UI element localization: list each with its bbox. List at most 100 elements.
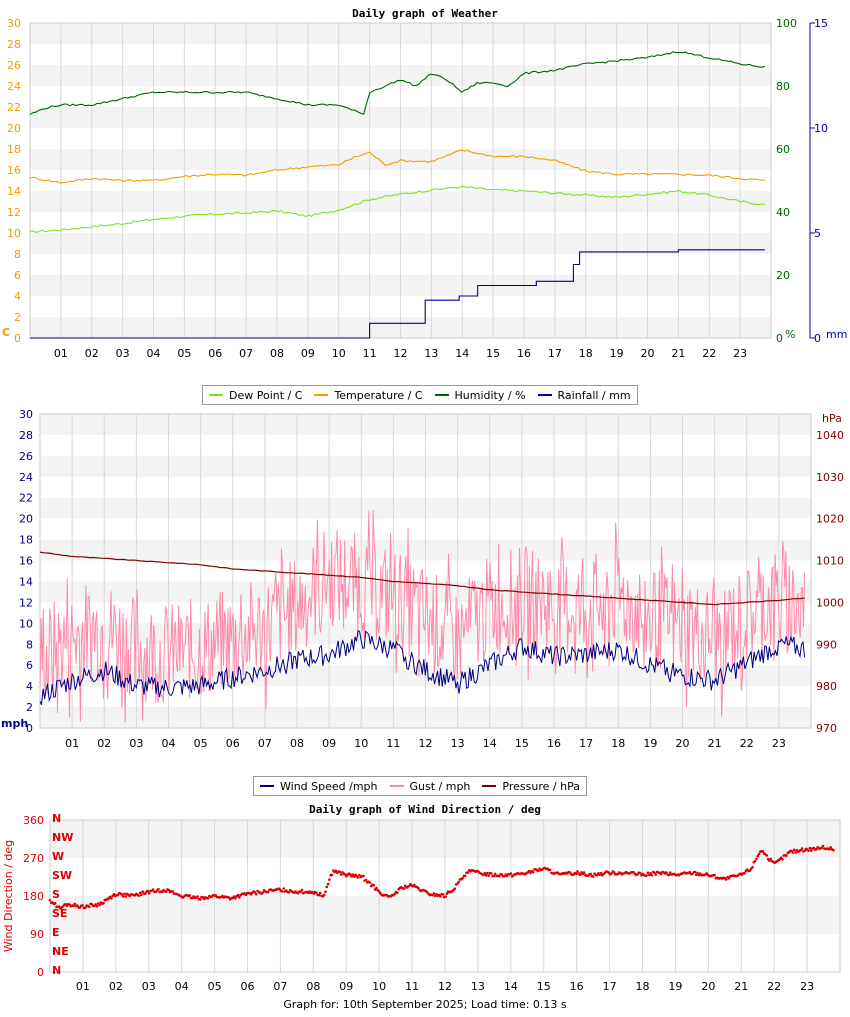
wind-left-tick: 24 <box>19 471 33 484</box>
winddir-point <box>110 897 113 900</box>
winddir-point <box>325 885 329 889</box>
winddir-point <box>299 890 303 894</box>
wind-x-tick: 12 <box>419 737 433 750</box>
wind-x-tick: 20 <box>676 737 690 750</box>
weather-humidity-tick: 80 <box>776 80 790 93</box>
wind-x-tick: 08 <box>290 737 304 750</box>
wind-left-tick: 26 <box>19 450 33 463</box>
winddir-point <box>696 871 699 875</box>
winddir-point <box>61 905 65 908</box>
winddir-point <box>654 873 658 876</box>
wind-left-tick: 6 <box>26 659 33 672</box>
winddir-point <box>319 891 322 895</box>
winddir-point <box>167 888 171 892</box>
winddir-point <box>607 871 611 874</box>
winddir-point <box>667 873 671 877</box>
winddir-point <box>232 895 236 898</box>
winddir-point <box>76 904 79 907</box>
pressure-tick: 1030 <box>816 471 844 484</box>
wind-left-tick: 12 <box>19 596 33 609</box>
winddir-point <box>832 848 835 852</box>
winddir-point <box>574 872 578 875</box>
compass-label: E <box>52 926 60 939</box>
winddir-point <box>821 844 825 848</box>
winddir-x-tick: 04 <box>175 980 189 993</box>
wind-x-tick: 03 <box>129 737 143 750</box>
winddir-point <box>791 851 795 854</box>
winddir-point <box>171 890 174 893</box>
winddir-point <box>407 884 411 888</box>
wind-left-tick: 18 <box>19 534 33 547</box>
legend-label: Temperature / C <box>334 388 423 402</box>
winddir-x-tick: 09 <box>339 980 353 993</box>
winddir-point <box>144 892 147 895</box>
winddir-point <box>610 872 613 875</box>
wind-x-tick: 01 <box>65 737 79 750</box>
winddir-point <box>368 881 372 884</box>
weather-rain-tick: 15 <box>814 17 828 30</box>
winddir-point <box>727 877 731 880</box>
winddir-point <box>497 875 501 878</box>
winddir-point <box>725 878 728 881</box>
winddir-point <box>198 898 202 901</box>
winddir-point <box>349 873 352 876</box>
winddir-y-tick: 0 <box>37 966 44 979</box>
winddir-point <box>364 878 368 882</box>
weather-x-tick: 13 <box>424 347 438 360</box>
winddir-point <box>807 849 810 852</box>
winddir-point <box>123 892 126 896</box>
winddir-point <box>785 854 788 857</box>
weather-x-tick: 12 <box>394 347 408 360</box>
winddir-x-tick: 10 <box>372 980 386 993</box>
weather-left-tick: 6 <box>14 269 21 282</box>
winddir-point <box>792 848 796 852</box>
weather-left-tick: 14 <box>7 185 21 198</box>
weather-left-tick: 10 <box>7 227 21 240</box>
wind-x-tick: 18 <box>611 737 625 750</box>
winddir-point <box>659 872 663 876</box>
legend-item: Pressure / hPa <box>476 780 586 793</box>
wind-x-tick: 21 <box>708 737 722 750</box>
winddir-x-tick: 22 <box>767 980 781 993</box>
winddir-point <box>537 869 540 873</box>
winddir-point <box>599 871 603 875</box>
winddir-point <box>751 865 754 869</box>
winddir-y-tick: 90 <box>30 928 44 941</box>
winddir-point <box>338 870 342 874</box>
weather-chart-title: Daily graph of Weather <box>352 7 498 20</box>
weather-rain-tick: 10 <box>814 122 828 135</box>
wind-x-tick: 06 <box>226 737 240 750</box>
compass-label: SE <box>52 907 67 920</box>
winddir-point <box>591 875 595 878</box>
winddir-point <box>668 871 672 874</box>
winddir-point <box>529 871 532 875</box>
winddir-y-tick: 270 <box>23 852 44 865</box>
winddir-point <box>531 871 535 874</box>
legend-swatch <box>209 394 223 396</box>
winddir-x-tick: 15 <box>537 980 551 993</box>
winddir-point <box>146 889 150 893</box>
wind-left-tick: 4 <box>26 680 33 693</box>
weather-x-tick: 17 <box>548 347 562 360</box>
weather-left-tick: 2 <box>14 311 21 324</box>
weather-humidity-unit: % <box>785 328 795 341</box>
weather-x-tick: 16 <box>517 347 531 360</box>
legend-swatch <box>314 394 329 396</box>
winddir-point <box>234 897 237 900</box>
winddir-point <box>266 890 270 894</box>
legend-label: Dew Point / C <box>229 388 303 402</box>
winddir-x-tick: 02 <box>109 980 123 993</box>
winddir-point <box>493 872 497 876</box>
winddir-point <box>650 874 654 877</box>
winddir-point <box>300 888 304 892</box>
winddir-x-tick: 21 <box>734 980 748 993</box>
wind-x-tick: 02 <box>97 737 111 750</box>
weather-humidity-tick: 40 <box>776 206 790 219</box>
winddir-point <box>445 892 449 895</box>
weather-left-tick: 18 <box>7 143 21 156</box>
winddir-point <box>324 890 327 893</box>
winddir-point <box>206 897 210 900</box>
winddir-point <box>781 858 784 861</box>
rainfall-line <box>30 249 765 339</box>
winddir-point <box>748 869 752 872</box>
